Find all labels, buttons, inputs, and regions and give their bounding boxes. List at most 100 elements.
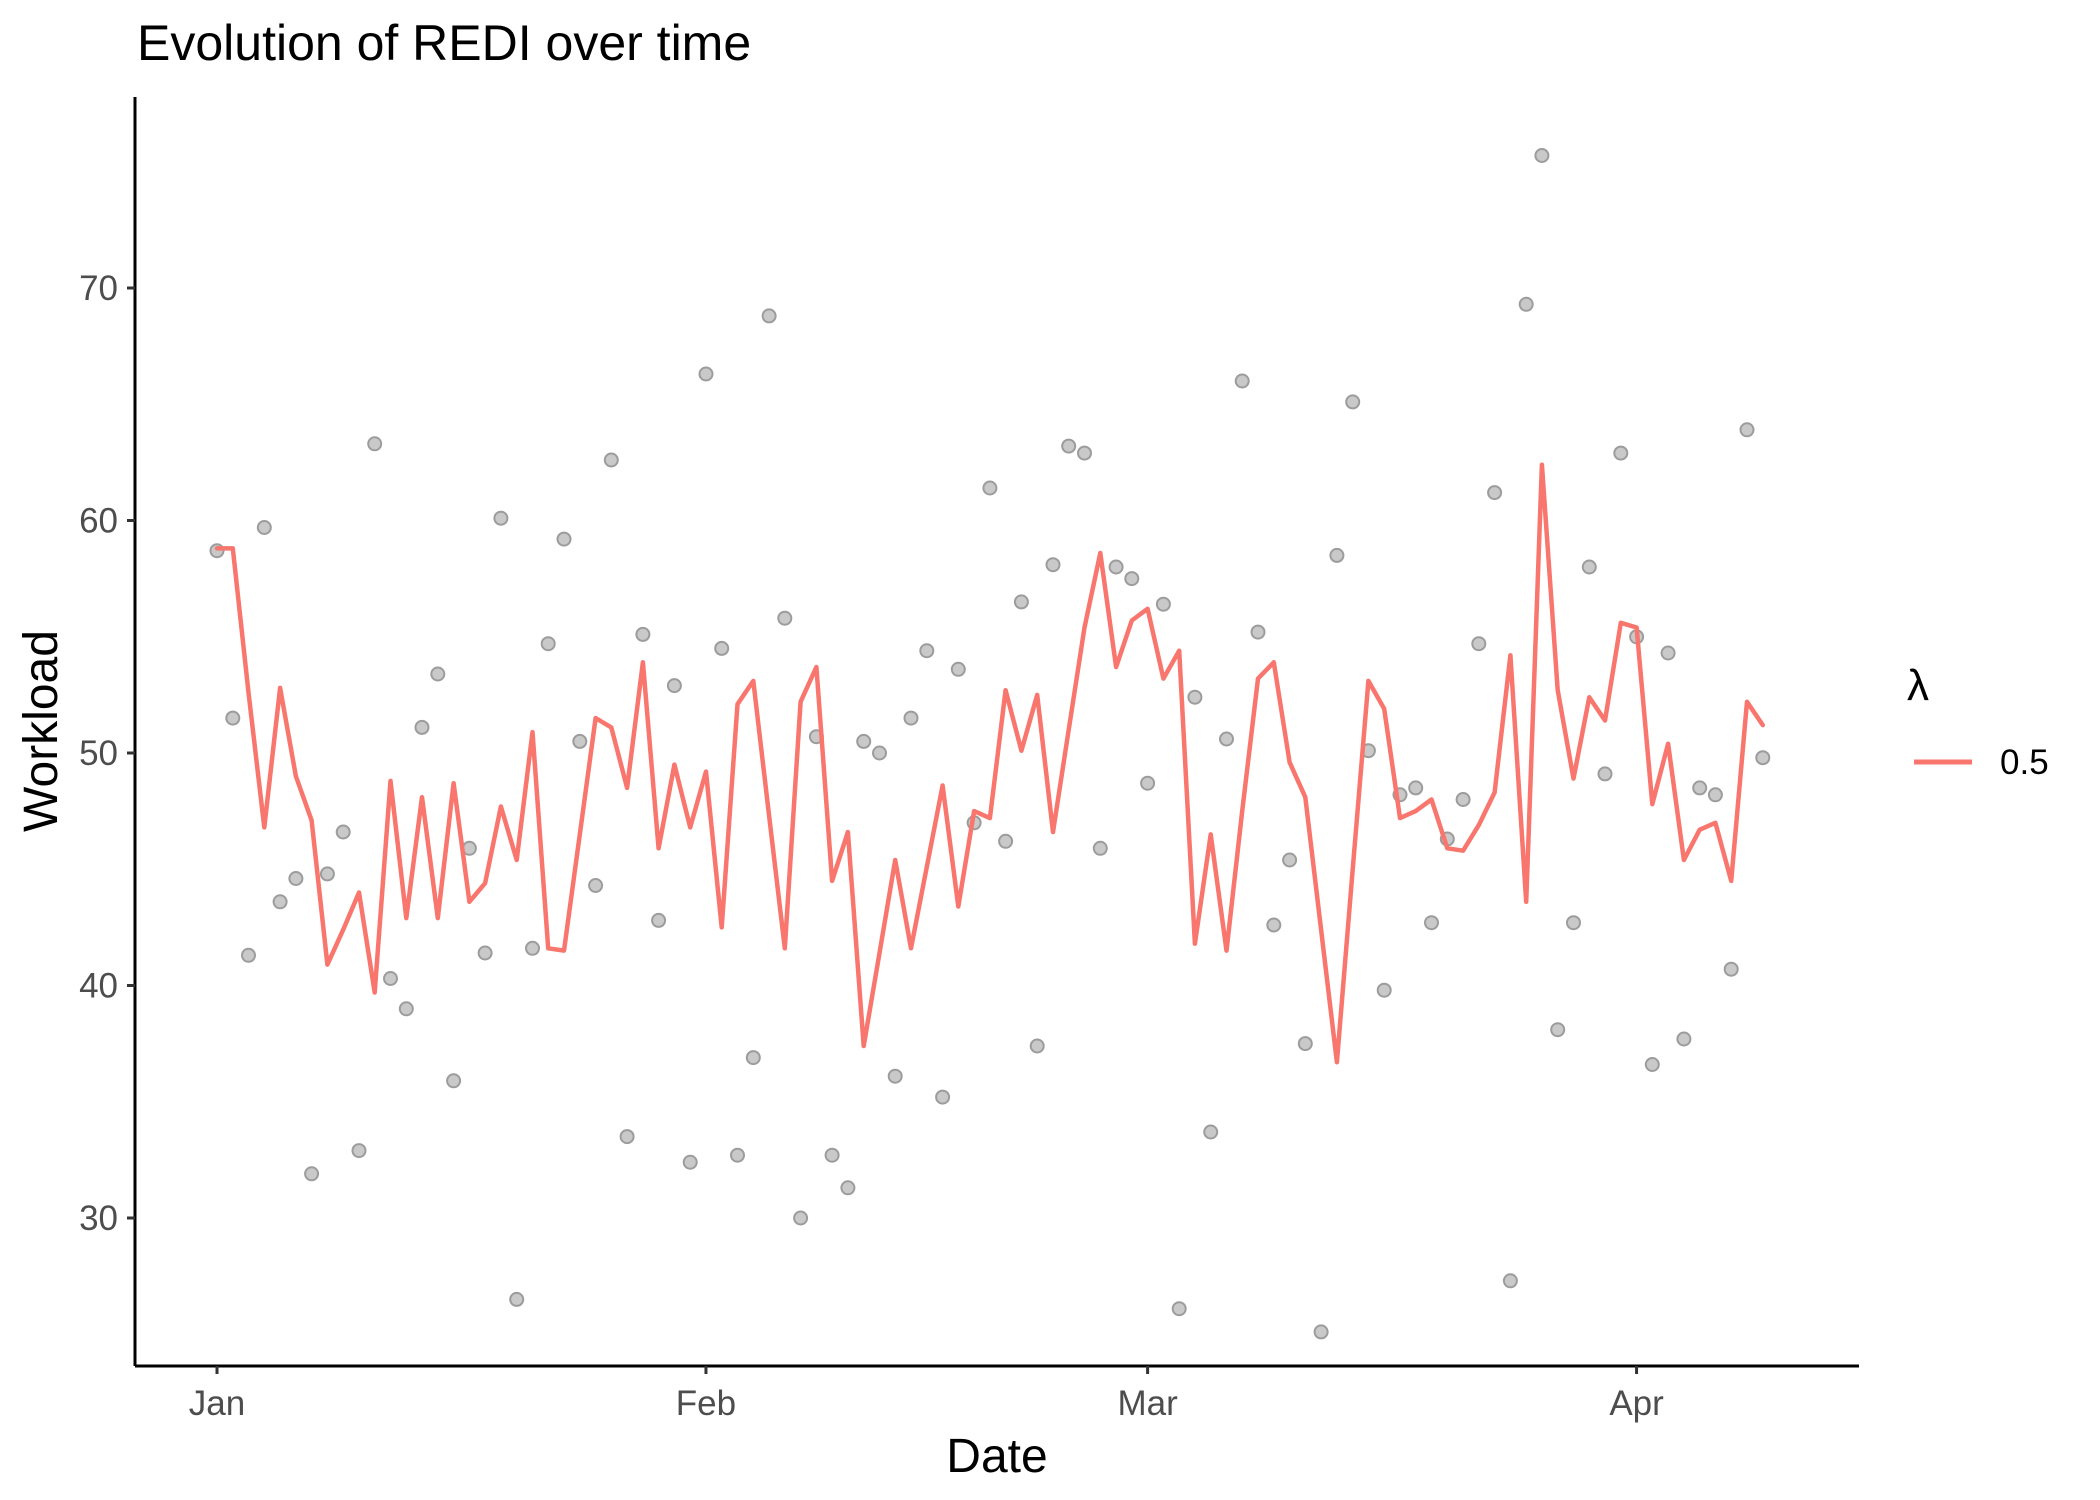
scatter-point: [777, 610, 793, 626]
scatter-point: [950, 661, 966, 677]
scatter-point: [525, 940, 540, 956]
scatter-point: [919, 643, 935, 659]
scatter-point: [682, 1154, 698, 1170]
scatter-point: [304, 1166, 320, 1182]
chart-title: Evolution of REDI over time: [137, 15, 751, 71]
scatter-point: [1234, 373, 1250, 389]
scatter-point: [1108, 559, 1124, 575]
scatter-point: [414, 719, 430, 735]
scatter-point: [256, 520, 272, 535]
scatter-point: [1534, 148, 1550, 163]
scatter-point: [367, 436, 383, 452]
scatter-point: [1566, 915, 1581, 931]
scatter-point: [872, 745, 887, 761]
scatter-point: [698, 366, 714, 382]
scatter-point: [730, 1147, 745, 1163]
scatter-point: [1471, 636, 1487, 652]
scatter-point: [1061, 438, 1077, 454]
scatter-point: [351, 1143, 367, 1159]
scatter-point: [635, 626, 651, 642]
scatter-point: [588, 878, 604, 893]
scatter-point: [1187, 689, 1203, 705]
scatter-point: [225, 710, 241, 726]
scatter-point: [840, 1180, 856, 1196]
scatter-point: [603, 452, 619, 468]
scatter-point: [1329, 547, 1345, 563]
legend-title: λ: [1907, 661, 1929, 710]
scatter-point: [1203, 1124, 1219, 1140]
scatter-point: [1581, 559, 1597, 575]
x-axis-ticks: Jan Feb Mar Apr: [189, 1366, 1664, 1423]
scatter-point: [1550, 1022, 1566, 1038]
scatter-point: [1424, 915, 1439, 931]
legend: λ 0.5: [1907, 661, 2049, 782]
scatter-point: [398, 1001, 414, 1017]
x-tick-label: Feb: [676, 1384, 736, 1423]
scatter-point: [793, 1210, 809, 1226]
y-tick-label: 40: [79, 967, 118, 1006]
scatter-point: [619, 1129, 635, 1145]
scatter-point: [1155, 596, 1171, 612]
scatter-point: [540, 636, 556, 652]
y-tick-label: 60: [79, 502, 118, 541]
axes: [133, 97, 1859, 1368]
scatter-point: [477, 945, 493, 961]
scatter-point: [903, 710, 919, 726]
scatter-point: [1692, 780, 1708, 796]
scatter-point: [556, 531, 572, 547]
scatter-point: [1140, 775, 1156, 791]
scatter-point: [1723, 961, 1739, 977]
scatter-point: [1502, 1273, 1518, 1289]
scatter-point: [982, 480, 998, 496]
scatter-point: [745, 1050, 761, 1066]
redi-line-series: [214, 462, 1766, 1065]
scatter-point: [1644, 1057, 1660, 1072]
scatter-point: [1408, 780, 1424, 796]
scatter-point: [430, 666, 446, 682]
scatter-point: [714, 640, 730, 656]
y-tick-label: 50: [79, 734, 118, 773]
scatter-point: [1345, 394, 1361, 410]
scatter-point: [1739, 422, 1755, 438]
y-tick-label: 70: [79, 269, 118, 308]
scatter-point: [1171, 1301, 1187, 1317]
scatter-point: [1297, 1036, 1313, 1052]
scatter-point: [666, 678, 682, 694]
scatter-point: [1613, 445, 1629, 461]
scatter-point: [272, 894, 288, 910]
scatter-point: [1660, 645, 1676, 661]
scatter-point: [998, 833, 1014, 849]
scatter-point: [1013, 594, 1029, 610]
scatter-point: [493, 510, 509, 526]
x-tick-label: Jan: [189, 1384, 245, 1423]
workload-scatter-points: [209, 148, 1771, 1340]
scatter-point: [1029, 1038, 1045, 1054]
scatter-point: [1077, 445, 1092, 461]
scatter-point: [1676, 1031, 1692, 1047]
scatter-point: [383, 971, 398, 986]
scatter-point: [887, 1068, 903, 1084]
scatter-point: [1518, 296, 1534, 312]
scatter-point: [1707, 787, 1723, 803]
scatter-point: [761, 308, 777, 324]
scatter-point: [1092, 840, 1108, 856]
scatter-point: [856, 733, 872, 749]
scatter-point: [509, 1291, 525, 1307]
scatter-point: [1250, 624, 1266, 640]
x-tick-label: Apr: [1609, 1384, 1664, 1423]
x-tick-label: Mar: [1117, 1384, 1178, 1423]
scatter-point: [1597, 766, 1613, 782]
scatter-point: [1313, 1324, 1329, 1340]
scatter-point: [1124, 571, 1140, 587]
scatter-point: [1266, 917, 1282, 933]
x-axis-title: Date: [946, 1430, 1047, 1483]
scatter-point: [319, 866, 335, 882]
scatter-point: [1487, 485, 1503, 501]
scatter-point: [1376, 982, 1392, 998]
scatter-point: [824, 1147, 840, 1163]
scatter-point: [572, 733, 588, 749]
scatter-point: [288, 871, 304, 886]
y-tick-label: 30: [79, 1199, 118, 1238]
